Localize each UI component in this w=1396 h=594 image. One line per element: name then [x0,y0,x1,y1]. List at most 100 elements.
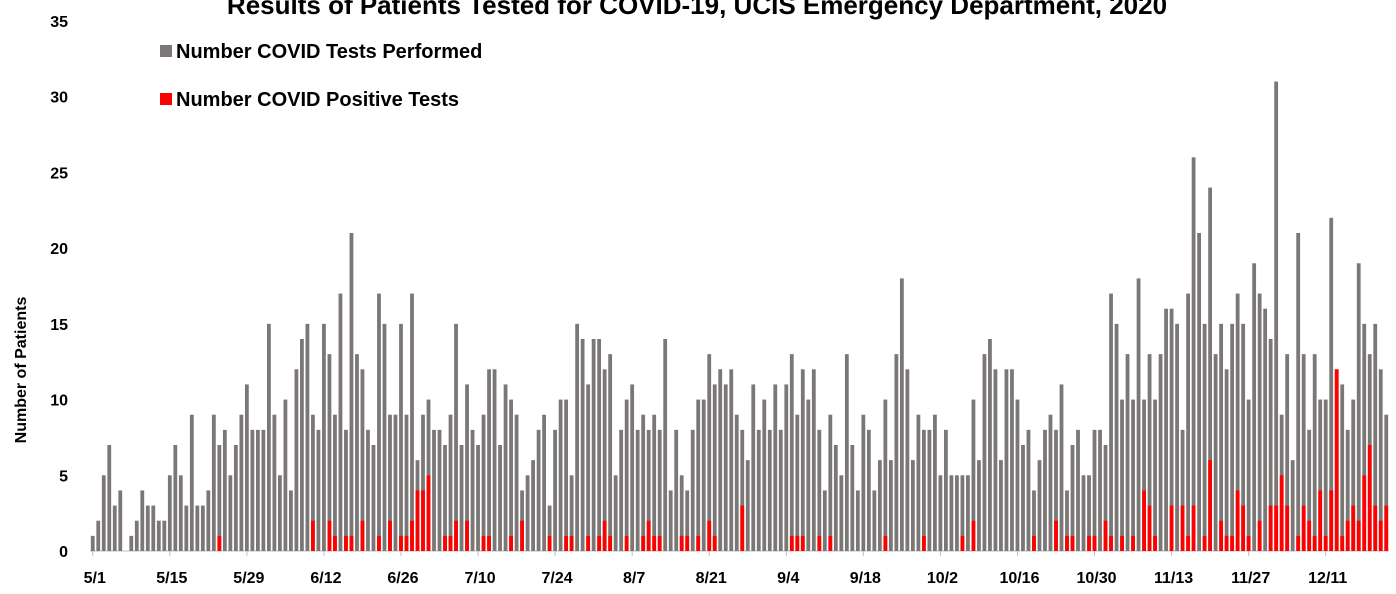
x-tick-label: 11/13 [1154,570,1193,587]
bar [619,429,624,551]
bar [465,384,469,551]
bar [652,535,657,551]
bar [520,520,524,551]
bar [1010,369,1014,551]
bar [327,520,332,551]
bar [90,535,95,551]
bar [244,384,249,551]
bar [1125,354,1130,551]
bar [1037,460,1042,551]
bar [723,384,728,551]
bar [377,293,381,551]
bar [1092,535,1097,551]
bar [949,475,954,551]
bar [1224,369,1229,551]
bar [1191,505,1196,551]
bar [795,414,800,551]
bar [1175,323,1179,551]
bar [1373,505,1378,551]
bar [426,475,431,551]
bar [96,520,101,551]
bar [1307,429,1312,551]
bar [410,293,414,551]
bar [899,278,904,551]
x-tick-label: 6/26 [387,570,418,587]
legend-swatch [160,93,172,105]
bar [921,535,926,551]
bar [811,369,816,551]
bar [971,520,976,551]
bar [1224,535,1229,551]
y-tick-label: 25 [50,165,68,182]
bar [1021,445,1025,551]
bar [327,354,332,551]
bar [107,445,112,551]
bar [145,505,150,551]
x-tick-label: 7/24 [542,570,573,587]
bar [800,535,805,551]
x-tick-label: 5/15 [156,570,187,587]
bar [101,475,106,551]
bar [1301,505,1306,551]
bar [443,535,447,551]
bar [360,520,365,551]
bar [1032,535,1036,551]
bar [1246,399,1251,551]
bar [465,520,469,551]
bar [800,369,805,551]
bar [1340,384,1345,551]
x-tick-label: 6/12 [310,570,341,587]
bar [266,323,271,551]
bar [1356,263,1361,551]
bar [333,414,337,551]
bar [1087,475,1091,551]
bar [1257,520,1262,551]
bar [338,293,343,551]
bar [167,475,172,551]
bar [1065,490,1069,551]
bar [277,475,282,551]
bar [1378,369,1383,551]
bar [866,429,871,551]
bar [437,429,442,551]
bar [1384,505,1389,551]
x-tick-label: 11/27 [1231,570,1270,587]
bar [1274,81,1279,552]
chart-title: Results of Patients Tested for COVID-19,… [226,0,1168,20]
bar [1103,445,1108,551]
bar [322,323,326,551]
bar [382,323,387,551]
bar [1153,535,1157,551]
x-tick-label: 7/10 [464,570,495,587]
bar [707,520,712,551]
bar [608,535,613,551]
bar [569,535,574,551]
bar [575,323,580,551]
bar [421,414,425,551]
bar [1384,414,1389,551]
bar [1318,399,1323,551]
bar [492,369,497,551]
bar [487,535,491,551]
bar [696,535,701,551]
bar [173,445,178,551]
bar [767,429,772,551]
bar [344,429,348,551]
bar [228,475,233,551]
bar [624,399,629,551]
bar [217,535,222,551]
bar [1131,399,1135,551]
bar [1235,293,1240,551]
bar [608,354,613,551]
bar [740,429,745,551]
bar [591,339,596,551]
bar [255,429,260,551]
bar [233,445,238,551]
bar [712,535,717,551]
bar [999,460,1003,551]
bar [1070,445,1075,551]
bar [707,354,712,551]
bar [1373,323,1378,551]
bar [1109,535,1113,551]
